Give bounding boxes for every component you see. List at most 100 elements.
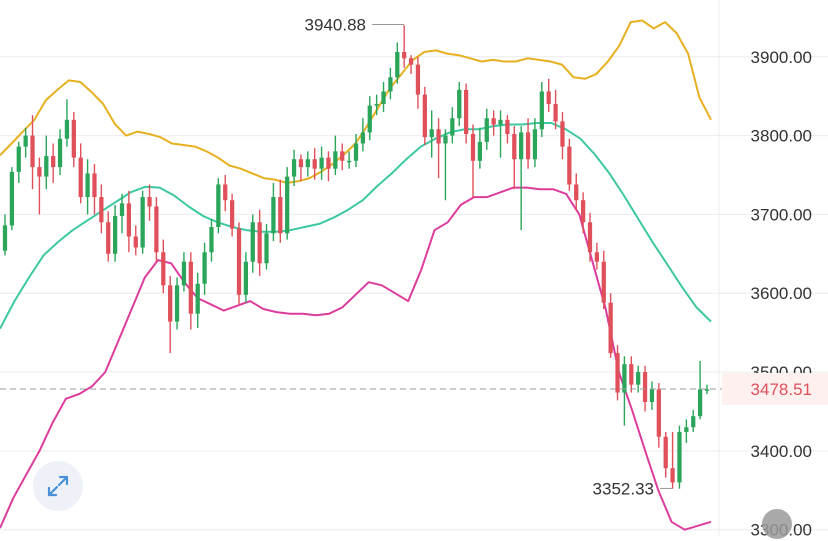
- candle-body: [622, 364, 627, 393]
- candle-body: [106, 222, 111, 254]
- candle-body: [663, 436, 668, 469]
- candle: [601, 250, 606, 309]
- candle: [539, 81, 544, 138]
- candle: [677, 425, 682, 489]
- candle-body: [429, 129, 434, 138]
- candle: [691, 409, 696, 432]
- candle-body: [154, 206, 159, 253]
- candle-body: [250, 222, 255, 262]
- candles: [2, 25, 710, 489]
- candle-body: [704, 389, 710, 391]
- candle-body: [546, 91, 551, 105]
- candle: [381, 81, 386, 112]
- candle: [140, 190, 145, 254]
- candle-body: [16, 146, 21, 172]
- candle-body: [243, 261, 249, 295]
- candle-body: [491, 118, 496, 125]
- candle-body: [195, 283, 200, 314]
- candle: [2, 214, 8, 256]
- lower-band-line: [0, 186, 712, 531]
- candle-body: [636, 372, 641, 385]
- candle: [99, 184, 104, 234]
- candle: [443, 129, 448, 201]
- candle: [257, 209, 262, 276]
- candle: [374, 94, 379, 116]
- candle: [498, 110, 503, 158]
- candle-body: [594, 252, 600, 262]
- candle-body: [133, 236, 138, 248]
- candle: [670, 431, 675, 489]
- candle: [491, 110, 496, 136]
- candle-body: [92, 173, 97, 198]
- candle-body: [642, 372, 648, 402]
- candle-body: [443, 135, 448, 144]
- candle: [567, 138, 572, 191]
- candle-body: [85, 173, 90, 198]
- candle-body: [161, 252, 166, 286]
- candle: [402, 25, 407, 68]
- last-price-box: [722, 372, 828, 405]
- candle-body: [567, 146, 572, 185]
- candle-body: [326, 157, 331, 169]
- candle: [553, 89, 558, 130]
- candle-body: [51, 156, 56, 168]
- candle-body: [415, 64, 421, 95]
- candle: [23, 127, 28, 158]
- candle: [319, 146, 324, 180]
- candle-body: [119, 203, 125, 216]
- candle-body: [57, 138, 63, 168]
- candle: [291, 149, 297, 187]
- candle: [663, 431, 668, 478]
- candle-body: [463, 89, 469, 134]
- candle-body: [477, 141, 483, 161]
- candle: [78, 143, 83, 204]
- candle: [236, 222, 242, 305]
- candle: [133, 225, 138, 256]
- candle-body: [202, 252, 207, 284]
- candle: [484, 108, 489, 150]
- candle: [298, 154, 304, 182]
- candle: [202, 242, 207, 295]
- candle: [126, 190, 132, 253]
- candle-body: [615, 353, 620, 393]
- expand-button[interactable]: [33, 461, 83, 511]
- y-tick-label: 3600.00: [751, 284, 812, 303]
- candle-body: [381, 91, 386, 105]
- candle-body: [140, 197, 145, 248]
- candle-body: [553, 104, 558, 122]
- candle: [415, 56, 421, 109]
- candle: [360, 118, 366, 152]
- candle: [264, 223, 269, 270]
- candle: [422, 86, 427, 146]
- candle: [684, 419, 689, 443]
- candle: [463, 83, 469, 144]
- candle-body: [298, 159, 304, 168]
- candle: [106, 211, 111, 262]
- candle: [305, 151, 310, 177]
- y-tick-label: 3700.00: [751, 205, 812, 224]
- candle: [649, 381, 655, 410]
- y-tick-label: 3400.00: [751, 442, 812, 461]
- candle-body: [532, 129, 538, 160]
- candle-body: [450, 118, 455, 136]
- candle-body: [9, 171, 15, 226]
- candle: [546, 78, 551, 112]
- candle: [37, 157, 42, 215]
- candle: [580, 192, 586, 234]
- candle-body: [209, 227, 214, 253]
- scroll-handle-icon[interactable]: [762, 509, 792, 539]
- candle-body: [408, 58, 414, 65]
- candle-body: [498, 119, 503, 125]
- candle: [161, 239, 166, 294]
- candle-body: [188, 261, 193, 314]
- candle: [436, 118, 441, 179]
- candle: [629, 356, 634, 393]
- candle-body: [64, 119, 70, 139]
- candle-body: [560, 121, 565, 147]
- candle: [532, 118, 538, 168]
- candle-body: [484, 118, 489, 142]
- candle-body: [697, 389, 703, 417]
- candle: [408, 55, 414, 75]
